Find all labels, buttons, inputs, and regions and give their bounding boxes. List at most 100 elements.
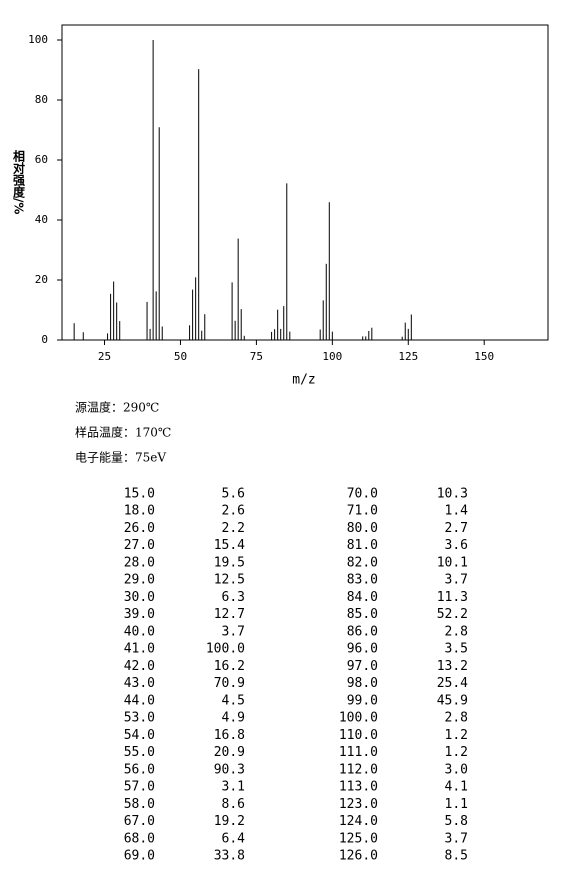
table-cell: 70.0 — [347, 487, 378, 502]
x-tick-label: 75 — [250, 350, 263, 363]
table-cell: 2.7 — [445, 521, 468, 536]
table-cell: 69.0 — [124, 849, 155, 864]
table-cell: 3.5 — [445, 642, 468, 657]
table-cell: 2.8 — [445, 711, 468, 726]
table-cell: 70.9 — [214, 676, 245, 691]
table-cell: 90.3 — [214, 762, 245, 777]
table-cell: 111.0 — [339, 745, 378, 760]
table-cell: 99.0 — [347, 693, 378, 708]
table-cell: 19.2 — [214, 814, 245, 829]
table-cell: 16.2 — [214, 659, 245, 674]
table-cell: 83.0 — [347, 573, 378, 588]
table-cell: 71.0 — [347, 504, 378, 519]
table-cell: 18.0 — [124, 504, 155, 519]
table-cell: 67.0 — [124, 814, 155, 829]
x-tick-label: 50 — [174, 350, 187, 363]
table-cell: 12.7 — [214, 607, 245, 622]
table-cell: 100.0 — [206, 642, 245, 657]
y-tick-label: 80 — [35, 93, 48, 106]
table-cell: 8.6 — [222, 797, 245, 812]
x-tick-label: 100 — [322, 350, 342, 363]
table-cell: 81.0 — [347, 538, 378, 553]
table-cell: 54.0 — [124, 728, 155, 743]
table-cell: 3.6 — [445, 538, 468, 553]
info-line: 电子能量：75eV — [75, 451, 166, 465]
table-cell: 3.1 — [222, 780, 245, 795]
table-cell: 2.2 — [222, 521, 245, 536]
table-cell: 52.2 — [437, 607, 468, 622]
table-cell: 1.4 — [445, 504, 469, 519]
y-tick-label: 0 — [41, 333, 48, 346]
table-cell: 1.1 — [445, 797, 468, 812]
table-cell: 100.0 — [339, 711, 378, 726]
table-cell: 82.0 — [347, 555, 378, 570]
info-line: 样品温度：170℃ — [75, 425, 171, 440]
table-cell: 85.0 — [347, 607, 378, 622]
table-cell: 55.0 — [124, 745, 155, 760]
table-cell: 124.0 — [339, 814, 378, 829]
table-cell: 4.5 — [222, 693, 245, 708]
table-cell: 6.4 — [222, 831, 246, 846]
table-cell: 1.2 — [445, 728, 468, 743]
table-cell: 10.3 — [437, 487, 468, 502]
table-cell: 20.9 — [214, 745, 245, 760]
y-tick-label: 100 — [28, 33, 48, 46]
table-cell: 25.4 — [437, 676, 468, 691]
table-cell: 86.0 — [347, 624, 378, 639]
table-cell: 3.7 — [445, 831, 468, 846]
y-tick-label: 40 — [35, 213, 48, 226]
table-cell: 10.1 — [437, 555, 468, 570]
table-cell: 2.8 — [445, 624, 468, 639]
table-cell: 45.9 — [437, 693, 468, 708]
table-cell: 8.5 — [445, 849, 468, 864]
x-tick-label: 25 — [98, 350, 111, 363]
plot-frame — [61, 24, 549, 341]
table-cell: 44.0 — [124, 693, 155, 708]
table-cell: 2.6 — [222, 504, 245, 519]
table-cell: 13.2 — [437, 659, 468, 674]
table-cell: 29.0 — [124, 573, 155, 588]
table-cell: 41.0 — [124, 642, 155, 657]
table-cell: 19.5 — [214, 555, 245, 570]
table-cell: 125.0 — [339, 831, 378, 846]
table-cell: 12.5 — [214, 573, 245, 588]
table-cell: 98.0 — [347, 676, 378, 691]
table-cell: 56.0 — [124, 762, 155, 777]
table-cell: 84.0 — [347, 590, 378, 605]
table-cell: 15.4 — [214, 538, 245, 553]
table-cell: 3.7 — [445, 573, 468, 588]
table-cell: 27.0 — [124, 538, 155, 553]
table-cell: 4.9 — [222, 711, 245, 726]
y-axis-label: 相对强度/% — [12, 149, 26, 215]
table-cell: 28.0 — [124, 555, 155, 570]
info-line: 源温度：290℃ — [75, 400, 159, 415]
y-tick-label: 60 — [35, 153, 48, 166]
table-cell: 110.0 — [339, 728, 378, 743]
table-cell: 42.0 — [124, 659, 155, 674]
x-tick-label: 125 — [398, 350, 418, 363]
table-cell: 40.0 — [124, 624, 155, 639]
x-tick-label: 150 — [474, 350, 494, 363]
table-cell: 4.1 — [445, 780, 468, 795]
table-cell: 96.0 — [347, 642, 378, 657]
table-cell: 11.3 — [437, 590, 468, 605]
table-cell: 123.0 — [339, 797, 378, 812]
table-cell: 113.0 — [339, 780, 378, 795]
table-cell: 43.0 — [124, 676, 155, 691]
table-cell: 39.0 — [124, 607, 155, 622]
table-cell: 3.0 — [445, 762, 468, 777]
table-cell: 58.0 — [124, 797, 155, 812]
table-cell: 97.0 — [347, 659, 378, 674]
x-axis-label: m/z — [292, 373, 315, 388]
table-cell: 112.0 — [339, 762, 378, 777]
table-cell: 68.0 — [124, 831, 155, 846]
table-cell: 3.7 — [222, 624, 245, 639]
table-cell: 5.6 — [222, 487, 245, 502]
table-cell: 53.0 — [124, 711, 155, 726]
table-cell: 16.8 — [214, 728, 245, 743]
table-cell: 15.0 — [124, 487, 155, 502]
table-cell: 26.0 — [124, 521, 155, 536]
table-cell: 126.0 — [339, 849, 378, 864]
table-cell: 5.8 — [445, 814, 468, 829]
